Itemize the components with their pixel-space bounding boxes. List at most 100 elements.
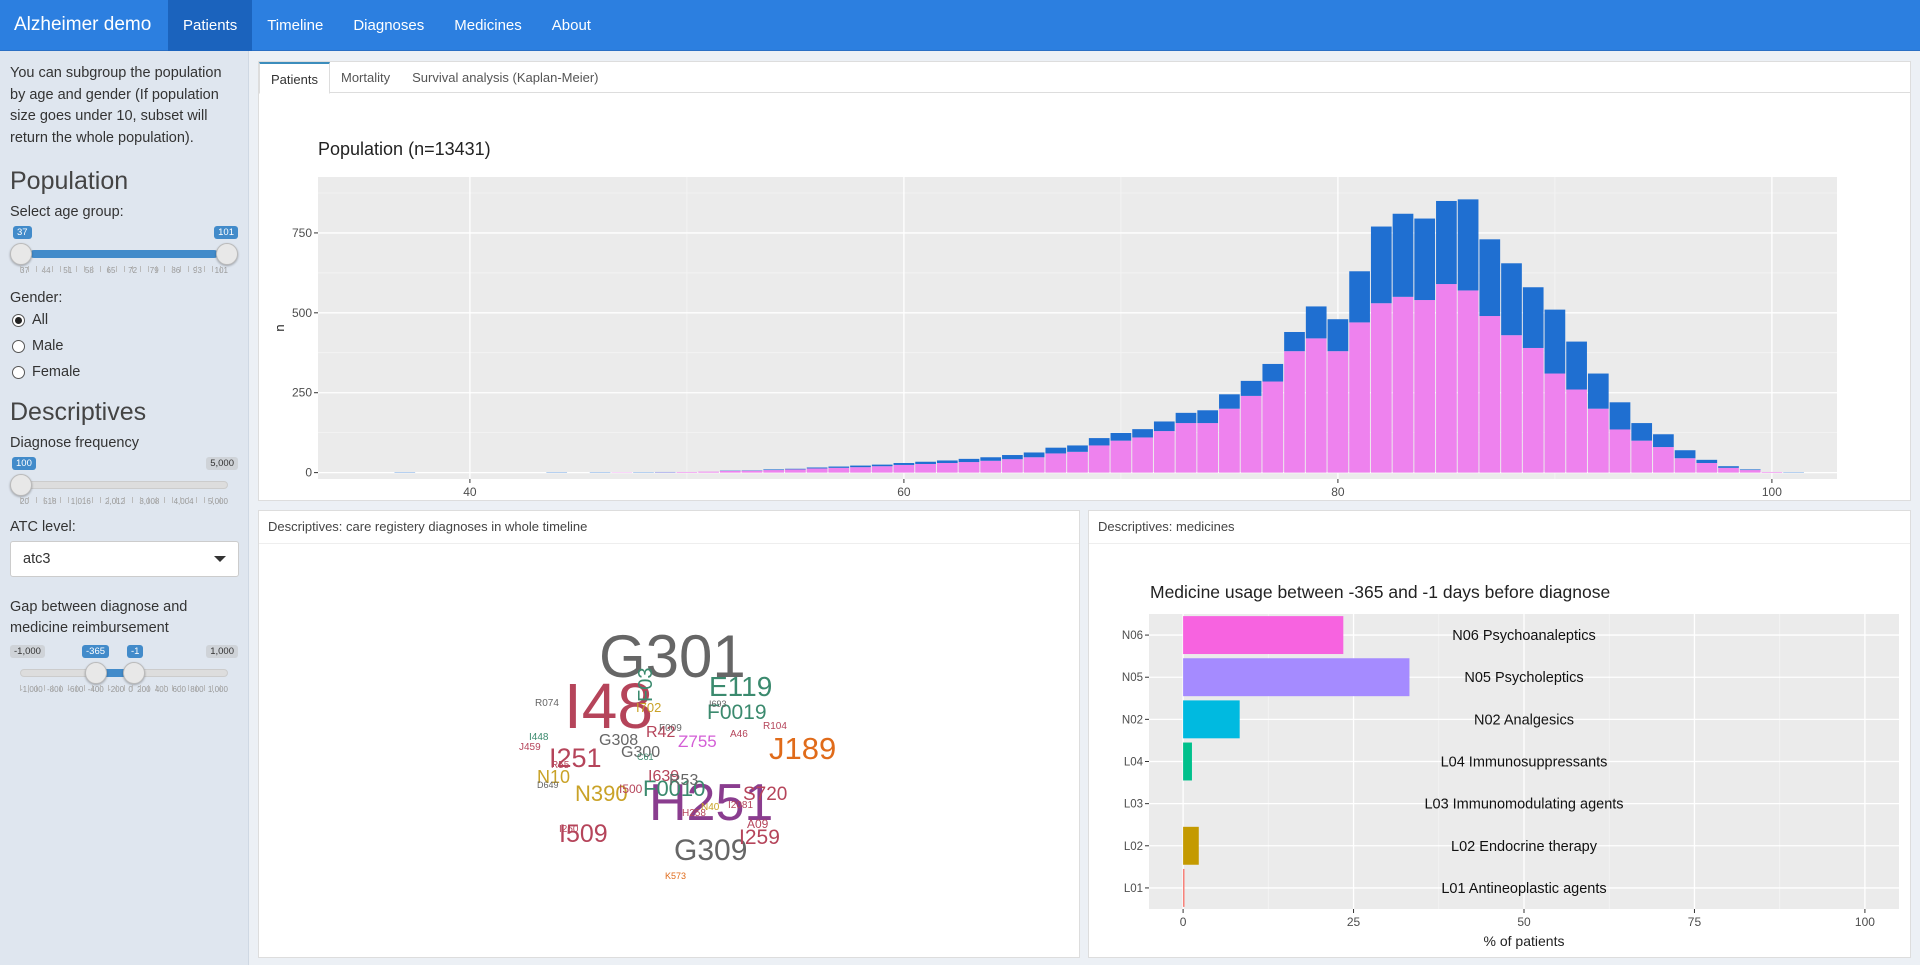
wordcloud-word: G300 bbox=[621, 744, 660, 761]
bar-male bbox=[1392, 213, 1414, 297]
y-tick-label: 0 bbox=[305, 466, 312, 480]
radio-unchecked-icon[interactable] bbox=[12, 339, 25, 353]
bar-male bbox=[1587, 373, 1609, 409]
atc-label: ATC level: bbox=[10, 519, 76, 535]
gap-slider[interactable]: -1,000 -365 -1 1,000 -1,000 -800 -600 -4… bbox=[10, 645, 238, 694]
bar-male bbox=[1696, 459, 1718, 464]
wordcloud-word: R42 bbox=[646, 724, 675, 741]
nav-patients[interactable]: Patients bbox=[168, 0, 253, 51]
bar-female bbox=[850, 467, 871, 473]
bar-female bbox=[676, 471, 698, 473]
bar-male bbox=[1153, 421, 1175, 432]
atc-level-select[interactable]: atc3 bbox=[10, 541, 239, 577]
freq-slider[interactable]: 100 5,000 20 518 1,016 2,012 3,008 4,004… bbox=[10, 457, 238, 506]
wordcloud-word: I48 bbox=[564, 670, 653, 742]
wordcloud-word: C61 bbox=[637, 752, 654, 762]
bar-male bbox=[1132, 429, 1153, 438]
gap-to-handle[interactable] bbox=[123, 662, 145, 684]
medicine-bar bbox=[1183, 868, 1185, 907]
slider-tick-marks bbox=[20, 266, 228, 272]
wordcloud-word: I448 bbox=[529, 732, 549, 743]
wordcloud-word: G309 bbox=[674, 834, 747, 867]
descriptives-heading: Descriptives bbox=[10, 398, 147, 426]
bar-male bbox=[1370, 226, 1392, 304]
wordcloud-word: H258 bbox=[682, 808, 706, 819]
age-min-handle[interactable] bbox=[10, 243, 32, 265]
slider-tick-marks bbox=[20, 497, 228, 503]
wordcloud-word: N390 bbox=[575, 781, 628, 806]
y-tick-label: 750 bbox=[292, 226, 312, 240]
bar-female bbox=[1501, 335, 1522, 473]
slider-range-fill bbox=[96, 669, 134, 677]
bar-male bbox=[980, 457, 1002, 461]
bar-female bbox=[1132, 437, 1153, 473]
bar-male bbox=[1284, 331, 1305, 352]
tab-survival[interactable]: Survival analysis (Kaplan-Meier) bbox=[412, 70, 599, 85]
bar-male bbox=[828, 466, 850, 468]
plot-background bbox=[318, 177, 1837, 479]
bar-female bbox=[828, 467, 850, 473]
bar-male bbox=[1674, 450, 1696, 459]
bar-male bbox=[785, 468, 806, 470]
bar-male bbox=[1088, 438, 1110, 446]
bar-male bbox=[763, 469, 785, 471]
gap-from-handle[interactable] bbox=[85, 662, 107, 684]
bar-label: L04 Immunosuppressants bbox=[1441, 755, 1608, 771]
bar-female bbox=[1566, 389, 1587, 473]
gender-option-female[interactable]: Female bbox=[12, 364, 238, 380]
medicines-box: Descriptives: medicines Medicine usage b… bbox=[1088, 510, 1911, 958]
gender-option-male[interactable]: Male bbox=[12, 338, 238, 354]
freq-max-value: 5,000 bbox=[206, 457, 238, 470]
wordcloud-word: I693 bbox=[709, 699, 727, 709]
wordcloud-word: I251 bbox=[549, 743, 602, 773]
x-tick-label: 60 bbox=[897, 485, 911, 499]
x-tick-label: 40 bbox=[463, 485, 477, 499]
wordcloud-word: R074 bbox=[535, 698, 559, 709]
chevron-down-icon bbox=[214, 556, 226, 562]
bar-female bbox=[1349, 322, 1370, 473]
bar-female bbox=[1718, 467, 1739, 473]
freq-handle[interactable] bbox=[10, 474, 32, 496]
atc-selected-value: atc3 bbox=[23, 551, 51, 567]
gender-option-all[interactable]: All bbox=[12, 312, 238, 328]
diagnoses-box-title: Descriptives: care registery diagnoses i… bbox=[259, 511, 1079, 544]
wordcloud-word: A46 bbox=[730, 729, 748, 740]
bar-female bbox=[719, 471, 741, 473]
bar-female bbox=[1414, 300, 1436, 473]
age-min-value: 37 bbox=[13, 226, 32, 239]
bar-male bbox=[806, 467, 828, 469]
brand-title[interactable]: Alzheimer demo bbox=[14, 14, 152, 35]
x-tick-label: 100 bbox=[1855, 915, 1875, 929]
bar-label: N05 Psycholeptics bbox=[1464, 670, 1583, 686]
bar-male bbox=[1349, 271, 1370, 323]
radio-checked-icon[interactable] bbox=[12, 313, 25, 327]
age-slider[interactable]: 37 101 37 44 51 58 65 72 79 86 93 101 bbox=[10, 226, 238, 275]
tab-patients[interactable]: Patients bbox=[259, 62, 330, 94]
nav-medicines[interactable]: Medicines bbox=[454, 16, 522, 34]
medicine-bar bbox=[1183, 658, 1410, 697]
bar-female bbox=[1653, 447, 1674, 473]
nav-timeline[interactable]: Timeline bbox=[267, 16, 324, 34]
bar-male bbox=[1609, 402, 1631, 430]
radio-unchecked-icon[interactable] bbox=[12, 365, 25, 379]
bar-female bbox=[1392, 296, 1414, 473]
gap-min-value: -1,000 bbox=[10, 645, 45, 658]
tab-mortality[interactable]: Mortality bbox=[340, 70, 391, 85]
age-max-handle[interactable] bbox=[216, 243, 238, 265]
y-tick-label: L04 bbox=[1124, 757, 1144, 769]
gap-label: Gap between diagnose and medicine reimbu… bbox=[10, 599, 188, 636]
x-tick-label: 75 bbox=[1688, 915, 1702, 929]
bar-male bbox=[915, 461, 936, 464]
y-tick-label: L02 bbox=[1124, 841, 1143, 853]
bar-male bbox=[1653, 434, 1674, 448]
wordcloud-word: A09 bbox=[747, 817, 769, 831]
y-tick-label: N05 bbox=[1122, 672, 1143, 684]
bar-male bbox=[1457, 199, 1479, 291]
nav-about[interactable]: About bbox=[551, 16, 591, 34]
bar-male bbox=[1067, 445, 1088, 452]
bar-female bbox=[1739, 470, 1761, 473]
bar-male bbox=[1631, 423, 1653, 441]
nav-diagnoses[interactable]: Diagnoses bbox=[353, 16, 425, 34]
gap-max-value: 1,000 bbox=[206, 645, 238, 658]
x-tick-label: 80 bbox=[1331, 485, 1345, 499]
